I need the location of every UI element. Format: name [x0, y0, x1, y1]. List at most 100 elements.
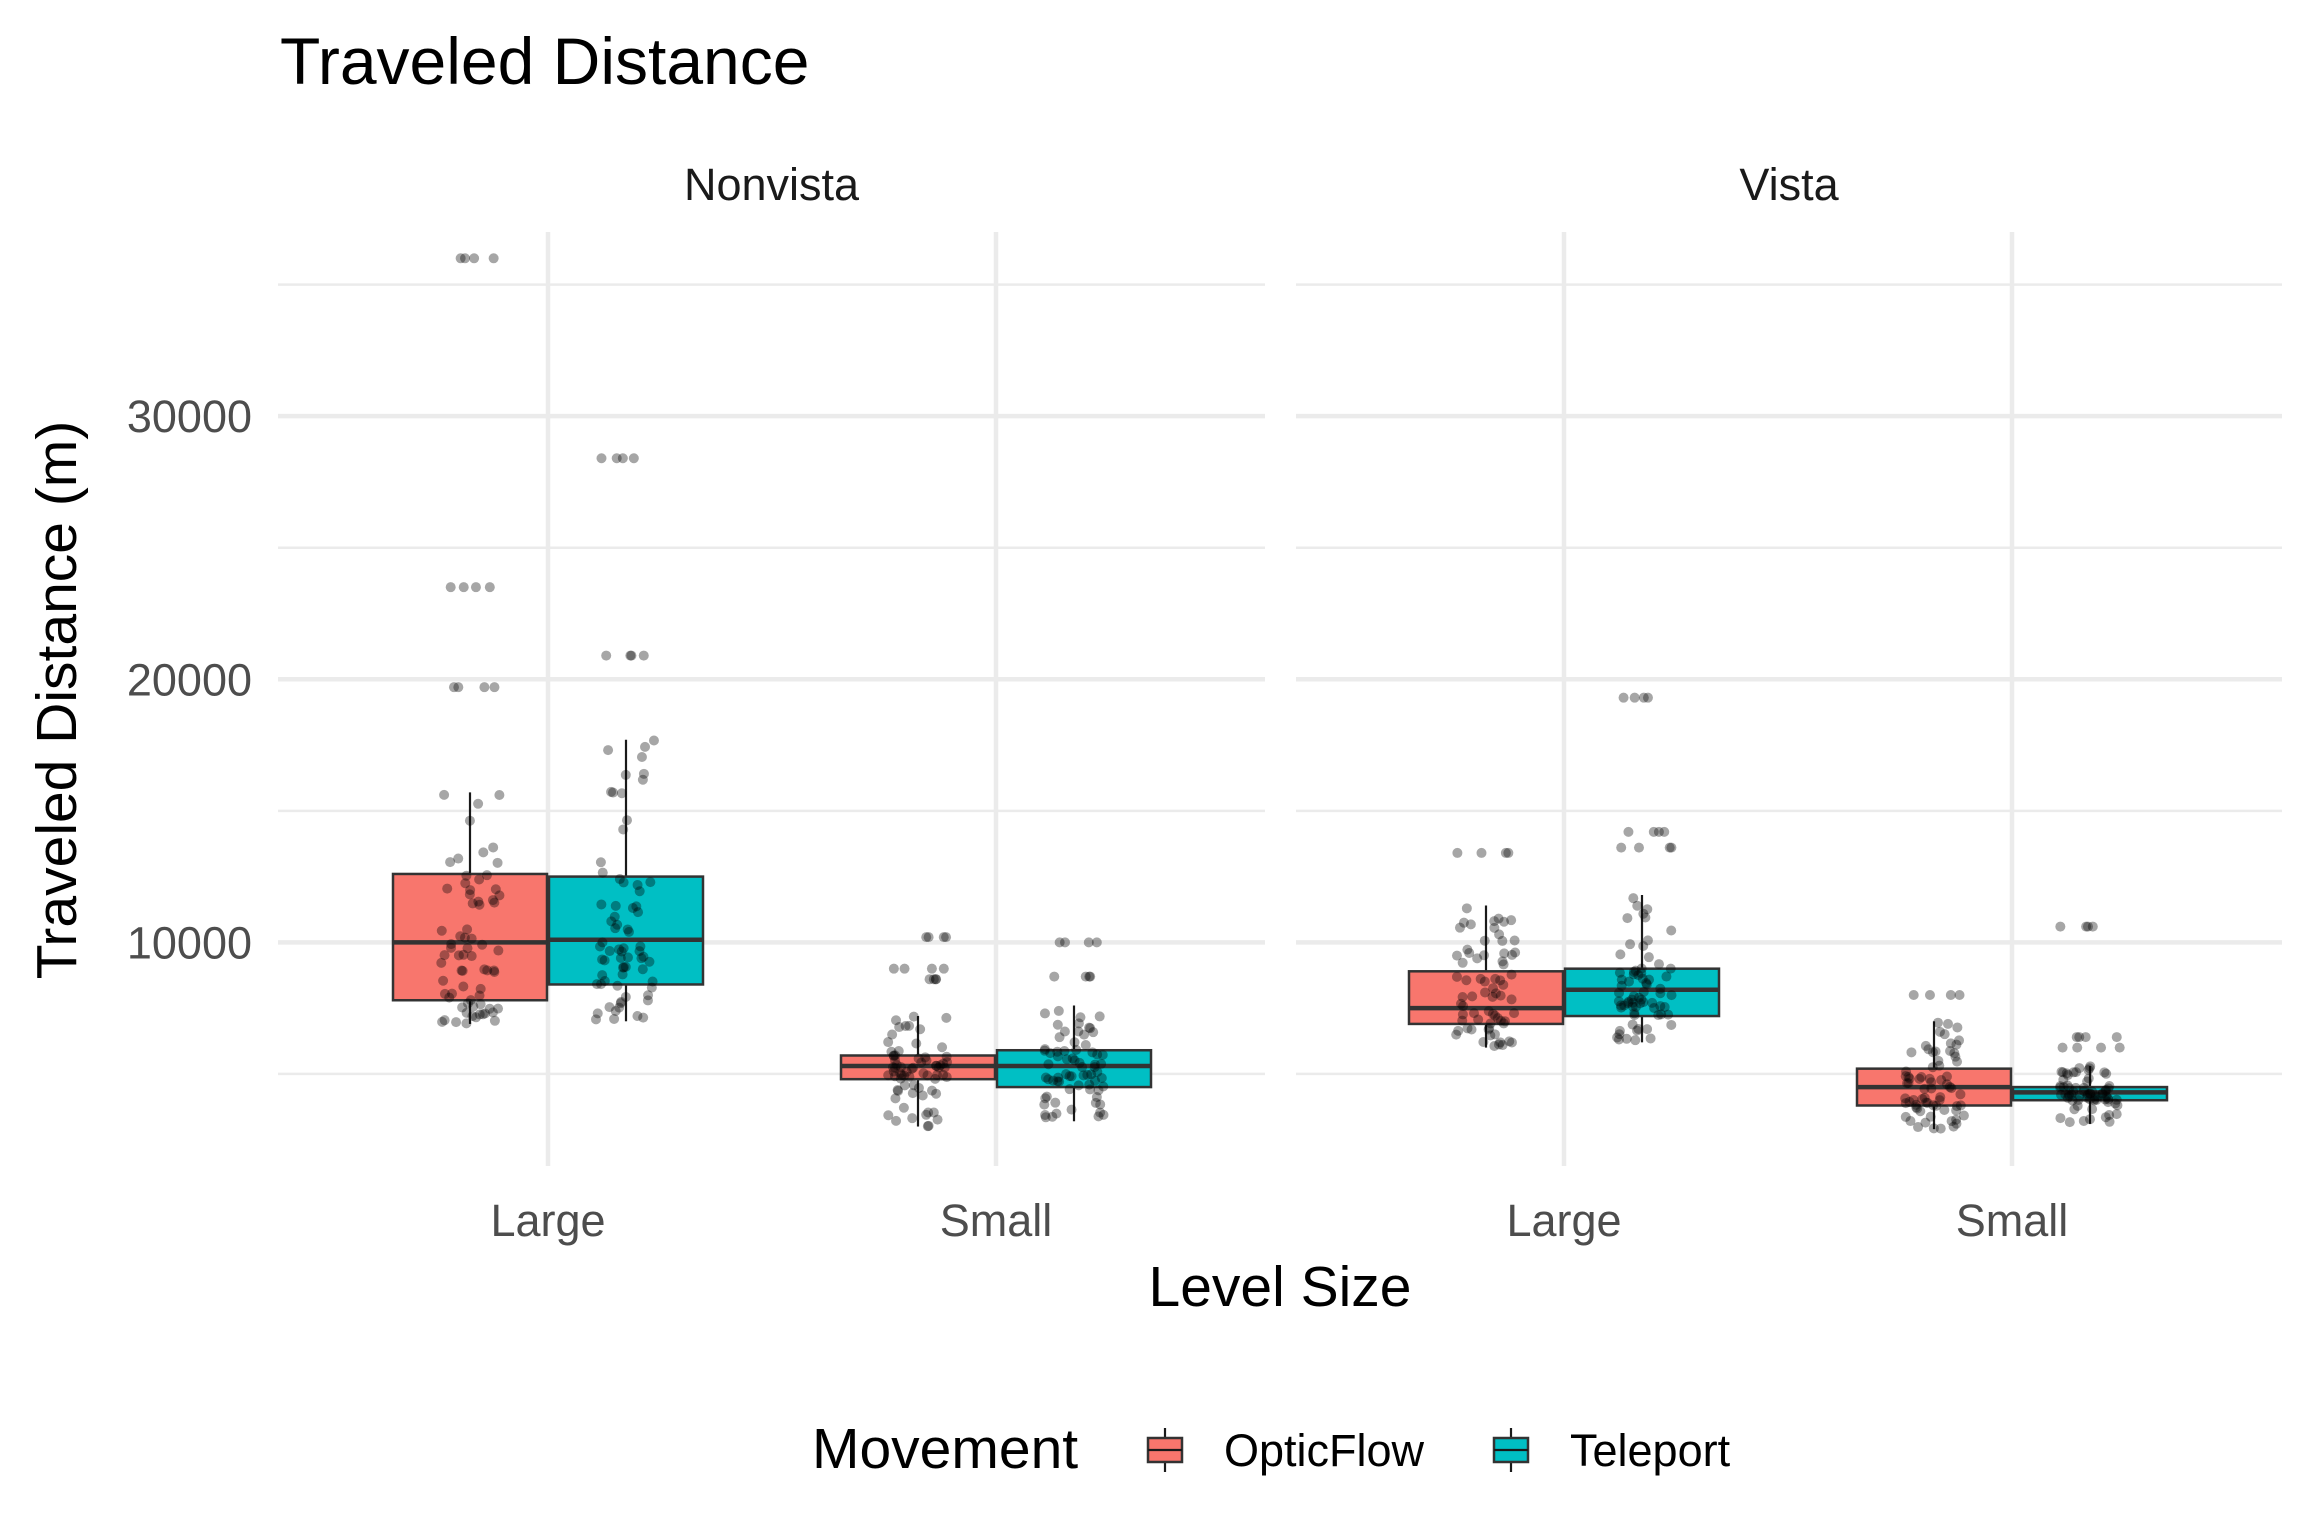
- data-point: [1619, 1000, 1630, 1011]
- data-point: [908, 1011, 919, 1022]
- facet-panel-nonvista: Nonvista Large Small: [278, 159, 1265, 1246]
- data-point: [930, 974, 941, 985]
- data-point: [461, 870, 472, 881]
- data-point: [2064, 1091, 2075, 1102]
- data-point: [2069, 1104, 2080, 1115]
- data-point: [888, 1066, 899, 1077]
- data-point: [1094, 1011, 1105, 1022]
- data-point: [648, 735, 659, 746]
- data-point: [1904, 1073, 1915, 1084]
- data-point: [622, 952, 633, 963]
- data-point: [1632, 1025, 1643, 1036]
- data-point: [2110, 1098, 2121, 1109]
- data-point: [1040, 1093, 1051, 1104]
- data-point: [888, 1050, 899, 1061]
- data-point: [2082, 1092, 2093, 1103]
- data-point: [1629, 1008, 1640, 1019]
- data-point: [923, 1107, 934, 1118]
- data-point: [1485, 1018, 1496, 1029]
- data-point: [1493, 913, 1504, 924]
- data-point: [460, 878, 471, 889]
- data-point: [2111, 1032, 2122, 1043]
- data-point: [628, 453, 639, 464]
- data-point: [474, 899, 485, 910]
- data-point: [453, 950, 464, 961]
- x-tick-label: Large: [1506, 1195, 1621, 1246]
- data-point: [923, 932, 934, 943]
- data-point: [1666, 990, 1677, 1001]
- data-point: [1456, 998, 1467, 1009]
- data-point: [1622, 913, 1633, 924]
- data-point: [1665, 963, 1676, 974]
- data-point: [1924, 1073, 1935, 1084]
- data-point: [941, 1051, 952, 1062]
- data-point: [1641, 979, 1652, 990]
- data-point: [612, 919, 623, 930]
- data-point: [2058, 1082, 2069, 1093]
- data-point: [1097, 1049, 1108, 1060]
- chart-title: Traveled Distance: [280, 24, 809, 98]
- data-point: [1921, 1097, 1932, 1108]
- data-point: [1495, 975, 1506, 986]
- data-point: [2079, 1086, 2090, 1097]
- data-point: [1642, 904, 1653, 915]
- data-point: [457, 965, 468, 976]
- data-point: [915, 1024, 926, 1035]
- data-point: [469, 253, 480, 264]
- data-point: [890, 1093, 901, 1104]
- data-point: [937, 1042, 948, 1053]
- data-point: [887, 1029, 898, 1040]
- data-point: [1635, 998, 1646, 1009]
- data-point: [1079, 1029, 1090, 1040]
- data-point: [1483, 1006, 1494, 1017]
- data-point: [2084, 1114, 2095, 1125]
- data-point: [1489, 916, 1500, 927]
- data-point: [481, 870, 492, 881]
- data-point: [614, 944, 625, 955]
- data-point: [480, 1008, 491, 1019]
- data-point: [1935, 1092, 1946, 1103]
- box-body: [547, 875, 705, 986]
- data-point: [464, 815, 475, 826]
- data-point: [1951, 1118, 1962, 1129]
- data-point: [1498, 916, 1509, 927]
- data-point: [2080, 1032, 2091, 1043]
- data-point: [1951, 1101, 1962, 1112]
- x-tick-label: Small: [940, 1195, 1053, 1246]
- data-point: [932, 1114, 943, 1125]
- data-point: [475, 999, 486, 1010]
- data-point: [618, 962, 629, 973]
- data-point: [1640, 912, 1651, 923]
- data-point: [638, 1012, 649, 1023]
- data-point: [1656, 1009, 1667, 1020]
- data-point: [938, 932, 949, 943]
- data-point: [482, 965, 493, 976]
- data-point: [893, 1045, 904, 1056]
- data-point: [1633, 992, 1644, 1003]
- data-point: [1908, 1094, 1919, 1105]
- data-point: [1958, 1110, 1969, 1121]
- data-point: [1043, 1059, 1054, 1070]
- data-point: [2056, 1066, 2067, 1077]
- data-point: [1489, 1040, 1500, 1051]
- data-point: [2072, 1100, 2083, 1111]
- data-point: [1934, 1095, 1945, 1106]
- data-point: [625, 650, 636, 661]
- data-point: [1900, 1093, 1911, 1104]
- data-point: [1093, 1085, 1104, 1096]
- data-point: [1495, 1037, 1506, 1048]
- data-point: [2071, 1067, 2082, 1078]
- data-point: [621, 815, 632, 826]
- data-point: [2100, 1085, 2111, 1096]
- data-point: [2101, 1091, 2112, 1102]
- data-point: [1488, 983, 1499, 994]
- data-point: [1615, 949, 1626, 960]
- data-point: [1080, 1039, 1091, 1050]
- data-point: [928, 1107, 939, 1118]
- data-point: [1499, 1016, 1510, 1027]
- data-point: [465, 995, 476, 1006]
- data-point: [2057, 1042, 2068, 1053]
- data-point: [901, 1066, 912, 1077]
- data-point: [1489, 1029, 1500, 1040]
- data-point: [2058, 1067, 2069, 1078]
